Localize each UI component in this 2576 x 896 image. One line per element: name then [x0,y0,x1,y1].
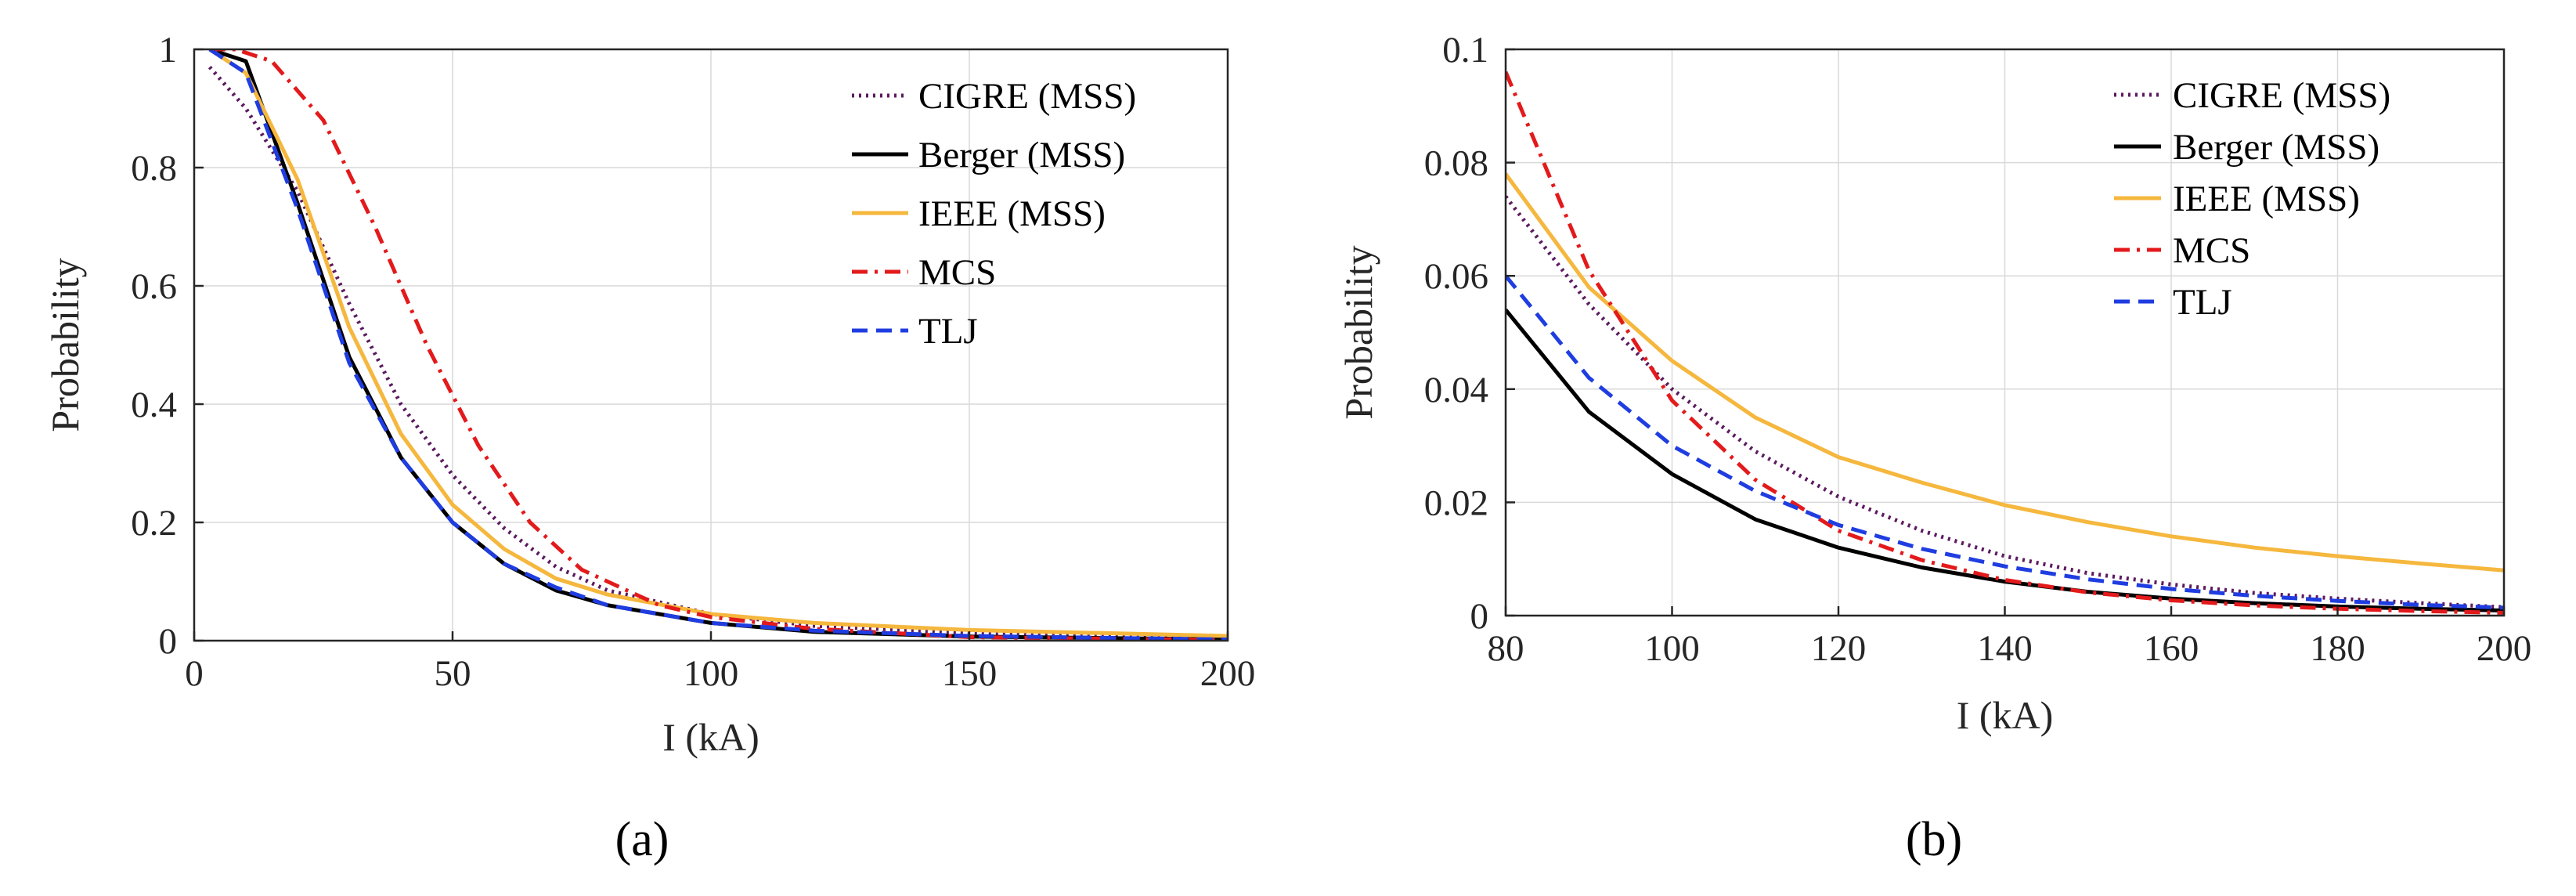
y-tick-label: 0.4 [131,385,177,425]
x-axis-label: I (kA) [1957,693,2054,737]
legend-label-tlj: TLJ [918,311,978,352]
x-tick-label: 200 [1200,653,1256,694]
x-tick-label: 100 [1644,628,1700,669]
y-tick-label: 0.8 [131,148,177,189]
x-tick-label: 160 [2144,628,2199,669]
series-line-tlj [208,49,1228,641]
legend-label-berger: Berger (MSS) [918,135,1125,175]
x-tick-label: 150 [942,653,998,694]
x-axis-label: I (kA) [662,715,759,759]
y-tick-label: 0.08 [1424,143,1488,184]
legend-label-mcs: MCS [918,252,996,293]
y-tick-label: 0.6 [131,266,177,307]
legend-label-cigre: CIGRE (MSS) [918,76,1136,117]
legend-label-berger: Berger (MSS) [2173,127,2379,168]
x-tick-label: 100 [684,653,739,694]
x-tick-label: 140 [1977,628,2033,669]
y-axis-label: Probability [1337,245,1380,419]
legend-label-tlj: TLJ [2173,282,2232,323]
x-tick-label: 0 [185,653,204,694]
panel-label: (a) [615,813,669,866]
y-tick-label: 0.04 [1424,370,1488,410]
y-tick-label: 0.2 [131,503,177,544]
x-tick-label: 50 [435,653,471,694]
y-tick-label: 0 [159,621,178,662]
x-tick-label: 180 [2310,628,2365,669]
x-tick-label: 80 [1488,628,1524,669]
series-line-mcs [209,49,1228,641]
y-tick-label: 0.1 [1442,30,1488,70]
legend-label-ieee: IEEE (MSS) [2173,179,2360,219]
legend-label-mcs: MCS [2173,230,2250,271]
x-tick-label: 120 [1811,628,1867,669]
x-tick-label: 200 [2477,628,2532,669]
legend-label-ieee: IEEE (MSS) [918,193,1106,234]
legend-label-cigre: CIGRE (MSS) [2173,75,2390,116]
y-tick-label: 0 [1470,596,1489,637]
series-line-ieee [1506,172,2504,573]
series-line-ieee [208,49,1228,638]
series-line-tlj [1506,274,2504,610]
series-line-cigre [207,65,1228,641]
y-axis-label: Probability [43,258,87,432]
y-tick-label: 1 [159,30,178,70]
series-line-cigre [1506,195,2504,609]
y-tick-label: 0.06 [1424,256,1488,297]
y-tick-label: 0.02 [1424,482,1488,523]
chart-b: 80 100 120 140 160 180 200 0 0.02 0.04 0.06 0.08 0.1… [1337,30,2531,866]
chart-a: 0 50 100 150 200 0 0.2 0.4 0.6 0.8 1 I (kA) Probabil… [43,30,1255,866]
panel-label: (b) [1906,813,1962,866]
